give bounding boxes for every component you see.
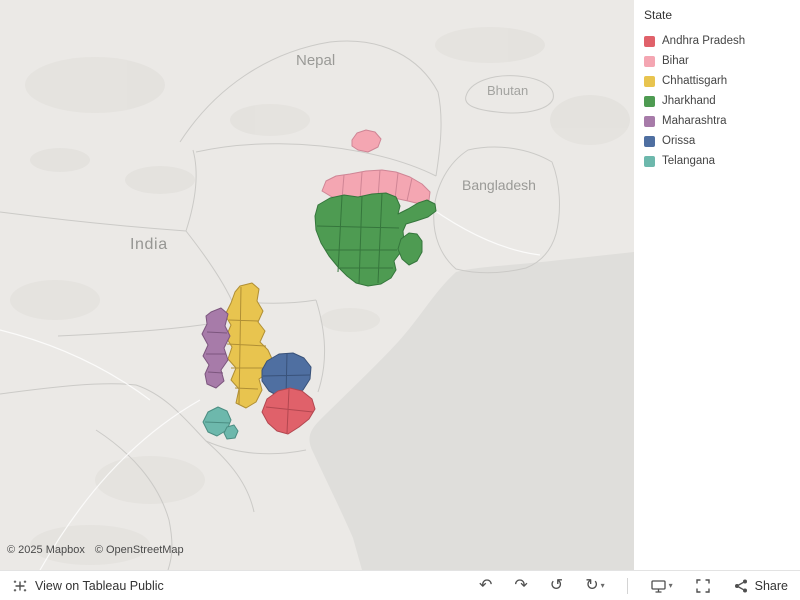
download-icon xyxy=(650,579,666,593)
view-on-tableau-label: View on Tableau Public xyxy=(35,578,164,593)
map-terrain-patches xyxy=(10,27,630,565)
map-attribution: © 2025 Mapbox © OpenStreetMap xyxy=(7,544,194,556)
share-icon xyxy=(734,579,747,592)
legend-item-orissa[interactable]: Orissa xyxy=(644,131,800,151)
legend-item-label: Telangana xyxy=(662,155,716,167)
view-on-tableau-link[interactable]: View on Tableau Public xyxy=(12,578,164,594)
fullscreen-icon xyxy=(695,578,710,593)
redo-button[interactable]: ↷ xyxy=(514,576,528,594)
refresh-menu-button[interactable]: ↻ ▾ xyxy=(585,576,605,594)
tableau-toolbar: View on Tableau Public ↶ ↷ ↺ ↻ ▾ ▾ xyxy=(0,570,800,600)
legend-title: State xyxy=(644,8,673,22)
legend-item-maharashtra[interactable]: Maharashtra xyxy=(644,111,800,131)
legend-item-label: Jharkhand xyxy=(662,95,716,107)
undo-icon: ↶ xyxy=(478,576,493,594)
legend-swatch xyxy=(644,95,655,107)
map-canvas[interactable] xyxy=(0,0,634,570)
legend-item-label: Maharashtra xyxy=(662,115,727,127)
legend: State Andhra Pradesh Bihar Chhattisgarh … xyxy=(634,0,800,570)
legend-swatch xyxy=(644,155,655,167)
chevron-down-icon: ▾ xyxy=(600,580,605,590)
legend-item-label: Andhra Pradesh xyxy=(662,35,746,47)
legend-swatch xyxy=(644,135,655,147)
share-label: Share xyxy=(754,578,788,593)
refresh-icon: ↻ xyxy=(585,576,599,594)
legend-swatch xyxy=(644,35,655,47)
fullscreen-button[interactable] xyxy=(695,578,711,594)
reset-icon: ↺ xyxy=(549,576,564,594)
marks-chhattisgarh[interactable] xyxy=(224,282,274,409)
toolbar-separator xyxy=(626,577,628,594)
reset-button[interactable]: ↺ xyxy=(549,576,564,594)
map[interactable]: Nepal Bhutan Bangladesh India © 2025 Map… xyxy=(0,0,634,570)
tableau-logo-icon xyxy=(13,580,27,591)
chevron-down-icon: ▾ xyxy=(668,580,673,590)
legend-item-label: Chhattisgarh xyxy=(662,75,728,87)
legend-item-bihar[interactable]: Bihar xyxy=(644,51,800,71)
legend-swatch xyxy=(644,115,655,127)
osm-attribution-link[interactable]: © OpenStreetMap xyxy=(94,544,184,556)
legend-item-telangana[interactable]: Telangana xyxy=(644,151,800,171)
legend-swatch xyxy=(644,75,655,87)
redo-icon: ↷ xyxy=(514,576,528,594)
mapbox-attribution-link[interactable]: © 2025 Mapbox xyxy=(7,544,85,556)
legend-item-label: Bihar xyxy=(662,55,689,67)
marks-jharkhand[interactable] xyxy=(314,192,437,287)
map-water xyxy=(309,252,634,570)
legend-swatch xyxy=(644,55,655,67)
download-button[interactable]: ▾ xyxy=(650,578,673,594)
marks-orissa[interactable] xyxy=(261,352,312,398)
legend-item-chhattisgarh[interactable]: Chhattisgarh xyxy=(644,71,800,91)
legend-item-label: Orissa xyxy=(662,135,696,147)
marks-telangana[interactable] xyxy=(202,406,239,440)
share-button[interactable]: Share xyxy=(733,578,788,594)
marks-maharashtra[interactable] xyxy=(201,307,231,389)
legend-item-andhra-pradesh[interactable]: Andhra Pradesh xyxy=(644,31,800,51)
marks-andhra-pradesh[interactable] xyxy=(261,387,316,435)
legend-item-jharkhand[interactable]: Jharkhand xyxy=(644,91,800,111)
undo-button[interactable]: ↶ xyxy=(478,576,493,594)
